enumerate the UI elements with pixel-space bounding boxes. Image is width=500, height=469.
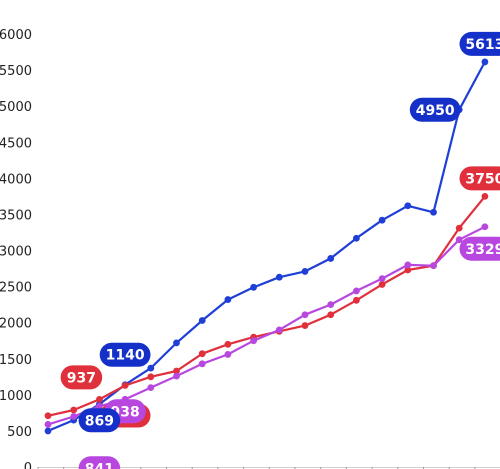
- y-tick-label: 2500: [0, 281, 32, 296]
- data-label: 1140: [99, 342, 151, 367]
- data-point: [147, 364, 155, 372]
- data-point: [198, 350, 206, 358]
- y-tick-label: 5500: [0, 64, 32, 79]
- data-point: [173, 367, 180, 375]
- data-point: [430, 208, 437, 216]
- data-point: [70, 406, 78, 414]
- data-point: [275, 273, 283, 281]
- data-point: [147, 373, 155, 381]
- data-point: [198, 360, 206, 368]
- data-point: [481, 223, 489, 231]
- data-point: [378, 281, 386, 288]
- y-tick-label: 4500: [0, 136, 32, 151]
- series-2: [44, 223, 489, 428]
- data-point: [224, 340, 232, 348]
- data-point: [96, 402, 103, 410]
- data-point: [353, 234, 360, 242]
- data-point: [301, 311, 309, 319]
- data-labels: 114011299389378698414950561337503329: [60, 31, 500, 469]
- data-point: [301, 322, 309, 329]
- data-point: [301, 268, 309, 275]
- data-label-bg: [459, 166, 500, 191]
- y-tick-label: 6000: [0, 28, 32, 43]
- y-tick-label: 5000: [0, 100, 32, 115]
- y-tick-label: 4000: [0, 172, 32, 187]
- data-point: [275, 326, 283, 334]
- y-tick-label: 2000: [0, 317, 32, 332]
- data-label-text: 4950: [416, 103, 455, 119]
- data-point: [44, 421, 52, 428]
- y-tick-label: 1500: [0, 353, 32, 368]
- data-point: [173, 339, 180, 347]
- y-tick-label: 3500: [0, 208, 32, 223]
- data-label-bg: [78, 408, 121, 433]
- data-point: [455, 224, 463, 232]
- data-point: [327, 255, 335, 262]
- data-label-text: 841: [85, 461, 114, 469]
- data-point: [430, 262, 437, 270]
- data-point: [250, 337, 257, 345]
- data-point: [404, 202, 412, 210]
- data-label-bg: [409, 97, 461, 122]
- data-point: [44, 412, 52, 420]
- data-point: [44, 427, 52, 435]
- data-label-bg: [99, 342, 151, 367]
- data-point: [404, 266, 412, 274]
- data-label-text: 869: [85, 413, 114, 429]
- data-point: [147, 384, 155, 392]
- data-label-bg: [459, 31, 500, 56]
- series-line: [47, 195, 486, 417]
- data-point: [353, 296, 360, 304]
- data-point: [378, 275, 386, 283]
- data-point: [198, 317, 206, 324]
- data-point: [224, 296, 232, 303]
- y-tick-label: 1000: [0, 389, 32, 404]
- y-tick-label: 0: [24, 461, 32, 469]
- data-point: [481, 58, 489, 66]
- data-label: 4950: [409, 97, 461, 122]
- data-point: [70, 413, 78, 420]
- data-point: [173, 372, 180, 380]
- data-point: [378, 216, 386, 224]
- data-label-text: 3329: [465, 242, 500, 258]
- data-point: [224, 351, 232, 358]
- data-label: 3329: [459, 236, 500, 261]
- data-point: [481, 192, 489, 200]
- data-label-bg: [78, 456, 121, 469]
- data-label-bg: [60, 365, 103, 390]
- data-label: 937: [60, 365, 103, 390]
- data-point: [96, 395, 103, 403]
- data-label-text: 937: [67, 370, 96, 386]
- data-label-text: 3750: [465, 171, 500, 187]
- data-point: [250, 283, 257, 291]
- data-label: 841: [78, 456, 121, 469]
- data-point: [455, 236, 463, 244]
- data-label-text: 5613: [465, 37, 500, 53]
- data-label: 3750: [459, 166, 500, 191]
- data-point: [327, 311, 335, 319]
- y-tick-label: 3000: [0, 245, 32, 260]
- data-label-bg: [459, 236, 500, 261]
- y-tick-label: 500: [7, 425, 32, 440]
- data-point: [353, 287, 360, 295]
- y-axis-ticks: 6000550050004500400035003000250020001500…: [0, 28, 32, 469]
- data-point: [327, 301, 335, 309]
- data-point: [404, 261, 412, 269]
- series-1: [44, 192, 489, 420]
- data-label-text: 1140: [106, 348, 145, 364]
- data-label: 869: [78, 408, 121, 433]
- data-point: [121, 382, 129, 389]
- data-label: 5613: [459, 31, 500, 56]
